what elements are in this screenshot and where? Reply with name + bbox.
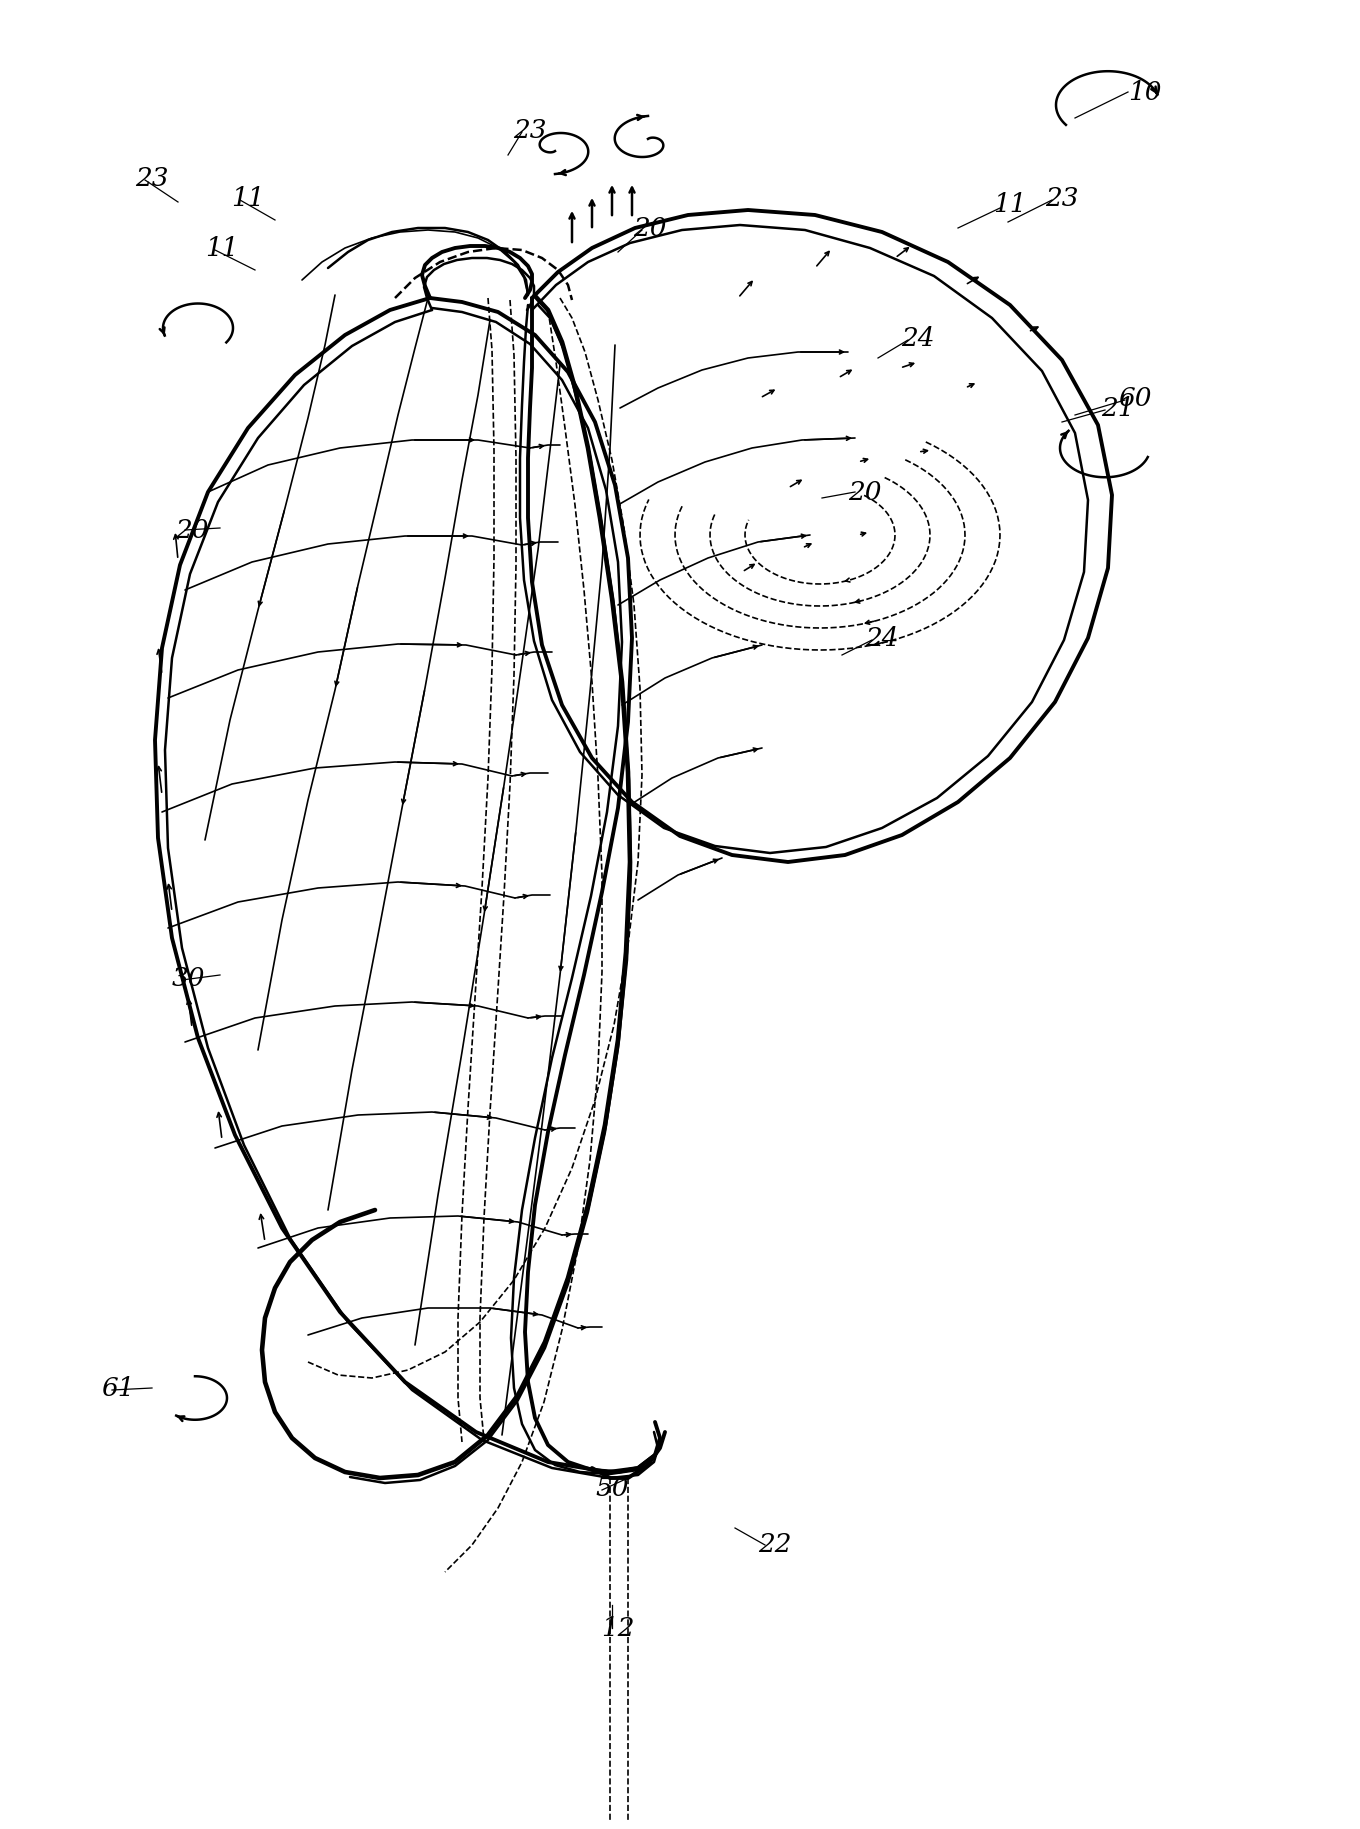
Text: 12: 12 [601, 1615, 635, 1641]
Text: 30: 30 [171, 966, 205, 991]
Text: 23: 23 [1046, 185, 1078, 210]
Text: 20: 20 [849, 479, 881, 505]
Text: 20: 20 [634, 216, 666, 240]
Text: 23: 23 [513, 117, 547, 143]
Text: 23: 23 [135, 165, 169, 190]
Text: 11: 11 [231, 185, 265, 210]
Text: 21: 21 [1102, 395, 1134, 421]
Text: 60: 60 [1118, 386, 1152, 410]
Text: 61: 61 [101, 1375, 135, 1401]
Text: 50: 50 [596, 1476, 628, 1500]
Text: 10: 10 [1129, 79, 1161, 104]
Text: 24: 24 [902, 326, 934, 351]
Text: 11: 11 [993, 192, 1027, 218]
Text: 11: 11 [205, 236, 239, 260]
Text: 24: 24 [865, 626, 899, 651]
Text: 22: 22 [759, 1533, 792, 1558]
Text: 20: 20 [175, 518, 208, 543]
